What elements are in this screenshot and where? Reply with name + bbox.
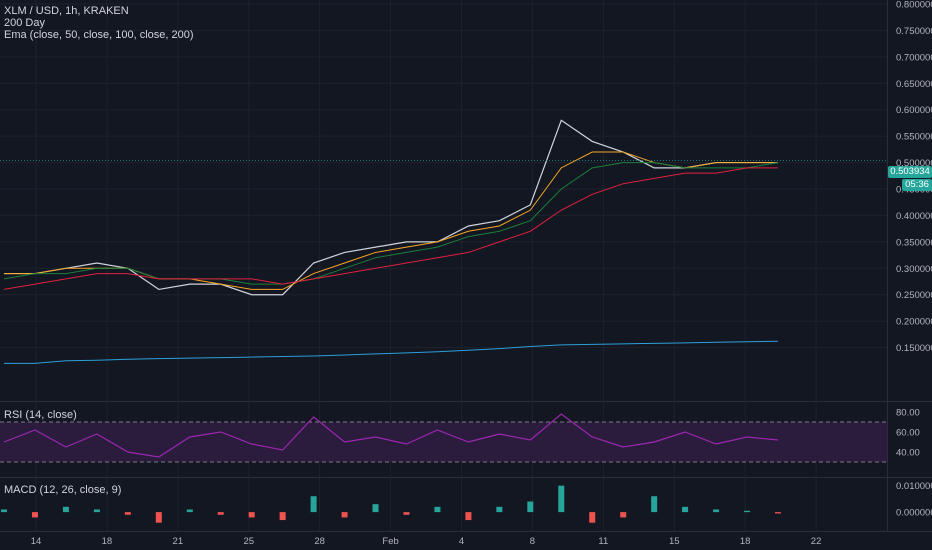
- macd-bar: [186, 509, 193, 513]
- time-tick-label: 21: [173, 536, 184, 547]
- time-tick-label: Feb: [382, 536, 398, 547]
- price-tick-label: 0.650000: [896, 79, 932, 90]
- macd-bar: [93, 509, 100, 513]
- macd-bar: [403, 512, 410, 515]
- price-tick-label: 0.500000: [896, 158, 932, 169]
- macd-bar: [62, 506, 69, 513]
- price-tick-label: 0.750000: [896, 26, 932, 37]
- macd-bar: [279, 512, 286, 521]
- macd-tick-label: 0.000000: [896, 508, 932, 519]
- price-tick-label: 0.150000: [896, 343, 932, 354]
- indicator-200-day: 200 Day: [4, 17, 45, 29]
- rsi-label: RSI (14, close): [4, 409, 77, 421]
- macd-bar: [1, 509, 7, 513]
- price-tick-label: 0.700000: [896, 52, 932, 63]
- price-tick-label: 0.350000: [896, 237, 932, 248]
- price-tick-label: 0.250000: [896, 290, 932, 301]
- time-tick-label: 14: [31, 536, 42, 547]
- macd-bar: [775, 512, 781, 514]
- rsi-band: [0, 422, 887, 462]
- macd-bar: [651, 496, 658, 513]
- price-tick-label: 0.300000: [896, 264, 932, 275]
- time-tick-label: 11: [598, 536, 608, 547]
- time-tick-label: 18: [740, 536, 751, 547]
- price-tick-label: 0.200000: [896, 317, 932, 328]
- macd-bar: [713, 509, 720, 513]
- rsi-tick-label: 40.00: [896, 448, 920, 459]
- macd-bar: [558, 485, 565, 513]
- time-tick-label: 8: [530, 536, 535, 547]
- time-tick-label: 4: [459, 536, 464, 547]
- last-price-tag: 0.503934: [888, 166, 932, 178]
- time-tick-label: 28: [314, 536, 325, 547]
- indicator-ema: Ema (close, 50, close, 100, close, 200): [4, 29, 194, 41]
- price-line: [4, 119, 778, 296]
- macd-bar: [682, 506, 689, 513]
- rsi-line: [3, 413, 779, 458]
- macd-tick-label: 0.010000: [896, 481, 932, 492]
- macd-bar: [372, 504, 379, 513]
- price-tick-label: 0.550000: [896, 132, 932, 143]
- ema100-line: [3, 162, 779, 285]
- price-tick-label: 0.600000: [896, 105, 932, 116]
- macd-bar: [744, 510, 751, 513]
- symbol-title: XLM / USD, 1h, KRAKEN: [4, 5, 129, 17]
- macd-bar: [589, 512, 596, 523]
- price-tick-label: 0.800000: [896, 0, 932, 11]
- macd-bar: [31, 512, 38, 518]
- time-tick-label: 25: [243, 536, 254, 547]
- macd-bar: [341, 512, 348, 518]
- rsi-tick-label: 60.00: [896, 428, 920, 439]
- ema200-line: [3, 167, 778, 290]
- macd-bar: [155, 512, 162, 523]
- rsi-tick-label: 80.00: [896, 408, 920, 419]
- time-tick-label: 15: [669, 536, 680, 547]
- macd-bar: [527, 501, 534, 513]
- macd-bar: [465, 512, 472, 521]
- time-tick-label: 22: [811, 536, 822, 547]
- macd-bar: [496, 506, 503, 513]
- countdown-tag: 05:36: [902, 179, 932, 191]
- macd-bar: [310, 496, 317, 513]
- macd-bar: [434, 506, 441, 513]
- macd-bar: [217, 512, 224, 515]
- macd-bar: [124, 512, 131, 515]
- macd-bar: [248, 512, 255, 518]
- macd-bar: [620, 512, 627, 518]
- day200-line: [4, 340, 779, 364]
- price-tick-label: 0.400000: [896, 211, 932, 222]
- macd-label: MACD (12, 26, close, 9): [4, 484, 122, 496]
- time-tick-label: 18: [102, 536, 113, 547]
